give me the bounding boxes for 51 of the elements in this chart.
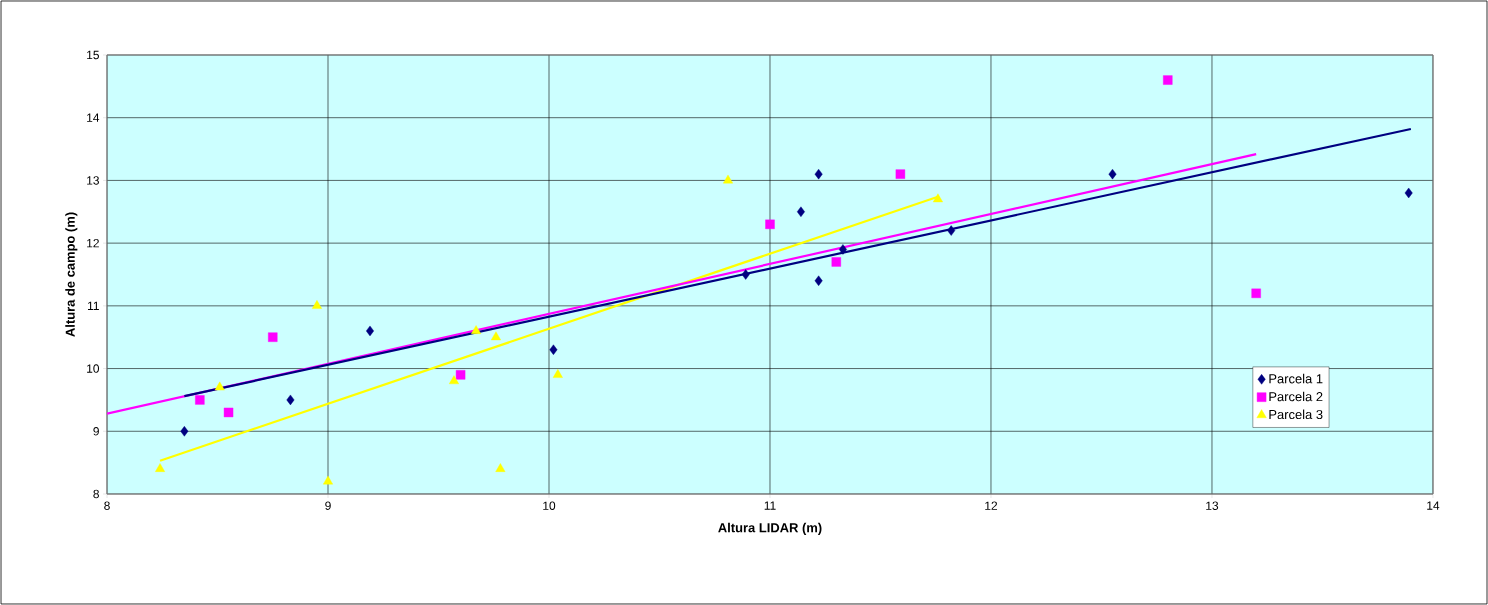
y-tick-label: 14 [87,113,100,122]
point [838,244,847,255]
x-axis-title: Altura LIDAR (m) [718,522,822,535]
point [814,168,823,180]
legend-label: Parcela 1 [1269,373,1323,384]
point [947,225,956,236]
point [449,375,459,385]
point [268,332,278,342]
point [495,463,506,472]
legend-label: Parcela 3 [1269,409,1323,420]
point [1108,168,1117,180]
point [223,407,234,418]
point [491,331,501,341]
y-tick-label: 12 [87,238,99,248]
point [765,219,775,230]
point [895,169,906,179]
x-tick-label: 11 [764,501,776,510]
point [741,269,750,280]
point [1404,187,1413,199]
x-tick-label: 14 [1427,501,1440,510]
point [180,426,189,437]
x-tick-label: 9 [325,501,331,510]
point [723,174,733,184]
point [552,369,563,378]
y-tick-label: 10 [87,364,100,373]
y-tick-label: 8 [93,489,99,499]
point [1251,288,1261,298]
point [814,275,823,286]
y-tick-label: 15 [87,50,99,60]
point [471,325,482,334]
y-tick-label: 11 [87,301,99,310]
legend-label: Parcela 2 [1269,391,1323,402]
point [195,395,205,405]
point [214,381,225,391]
point [1163,75,1173,85]
point [323,475,333,485]
point [312,300,322,309]
x-tick-label: 8 [104,501,110,510]
y-axis-title: Altura de campo (m) [65,212,78,337]
point [932,193,943,203]
point [155,463,166,472]
y-tick-label: 9 [93,427,99,436]
point [455,370,466,380]
point [549,344,558,355]
point [796,206,805,217]
x-tick-label: 12 [985,501,998,510]
point [831,257,841,267]
x-tick-label: 13 [1206,501,1219,510]
x-tick-label: 10 [543,501,556,510]
point [286,394,295,406]
y-tick-label: 13 [87,176,99,185]
